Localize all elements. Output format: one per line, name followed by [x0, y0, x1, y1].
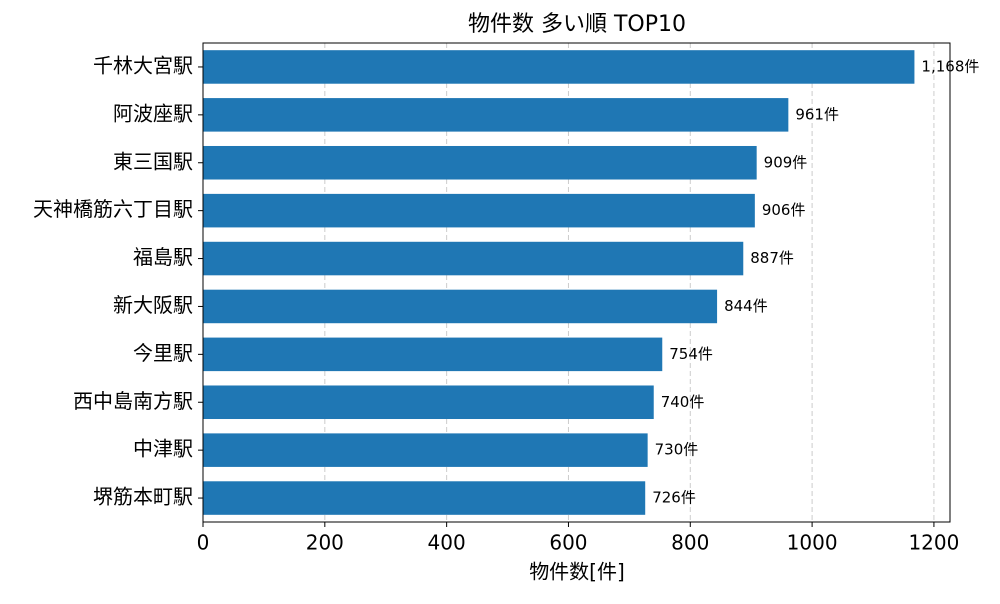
y-tick-label: 阿波座駅 — [113, 101, 193, 125]
x-tick-label: 800 — [671, 531, 709, 555]
value-label: 754件 — [669, 345, 713, 363]
value-label: 726件 — [652, 489, 696, 507]
bar — [203, 433, 648, 467]
bar — [203, 481, 646, 515]
x-tick-label: 0 — [197, 531, 210, 555]
x-tick-label: 1200 — [908, 531, 959, 555]
plot-frame — [202, 42, 951, 523]
chart-title: 物件数 多い順 TOP10 — [468, 12, 686, 37]
y-tick-label: 天神橋筋六丁目駅 — [33, 197, 193, 221]
y-tick-label: 堺筋本町駅 — [93, 485, 193, 509]
y-tick-label: 新大阪駅 — [113, 293, 193, 317]
bar — [203, 193, 755, 228]
value-label: 740件 — [661, 393, 705, 411]
bar — [203, 98, 789, 132]
y-tick-label: 今里駅 — [133, 341, 193, 365]
value-label: 909件 — [764, 153, 808, 171]
value-label: 906件 — [762, 201, 806, 219]
y-tick-label: 西中島南方駅 — [73, 389, 193, 413]
bar — [203, 241, 744, 276]
y-tick-label: 中津駅 — [133, 437, 193, 461]
x-tick-label: 600 — [549, 531, 587, 555]
value-label: 844件 — [724, 297, 768, 315]
bar — [203, 145, 757, 180]
bar — [203, 385, 654, 420]
x-axis-label: 物件数[件] — [529, 560, 625, 584]
y-tick-label: 千林大宮駅 — [93, 53, 193, 77]
bar — [203, 50, 915, 84]
x-tick-label: 400 — [428, 531, 466, 555]
y-tick-label: 福島駅 — [133, 245, 193, 269]
value-label: 961件 — [795, 105, 839, 123]
bar — [203, 289, 718, 324]
x-tick-label: 1000 — [787, 531, 838, 555]
y-tick-label: 東三国駅 — [113, 149, 193, 173]
x-tick-label: 200 — [306, 531, 344, 555]
bar — [203, 337, 663, 372]
value-label: 887件 — [750, 249, 794, 267]
value-label: 730件 — [655, 441, 699, 459]
